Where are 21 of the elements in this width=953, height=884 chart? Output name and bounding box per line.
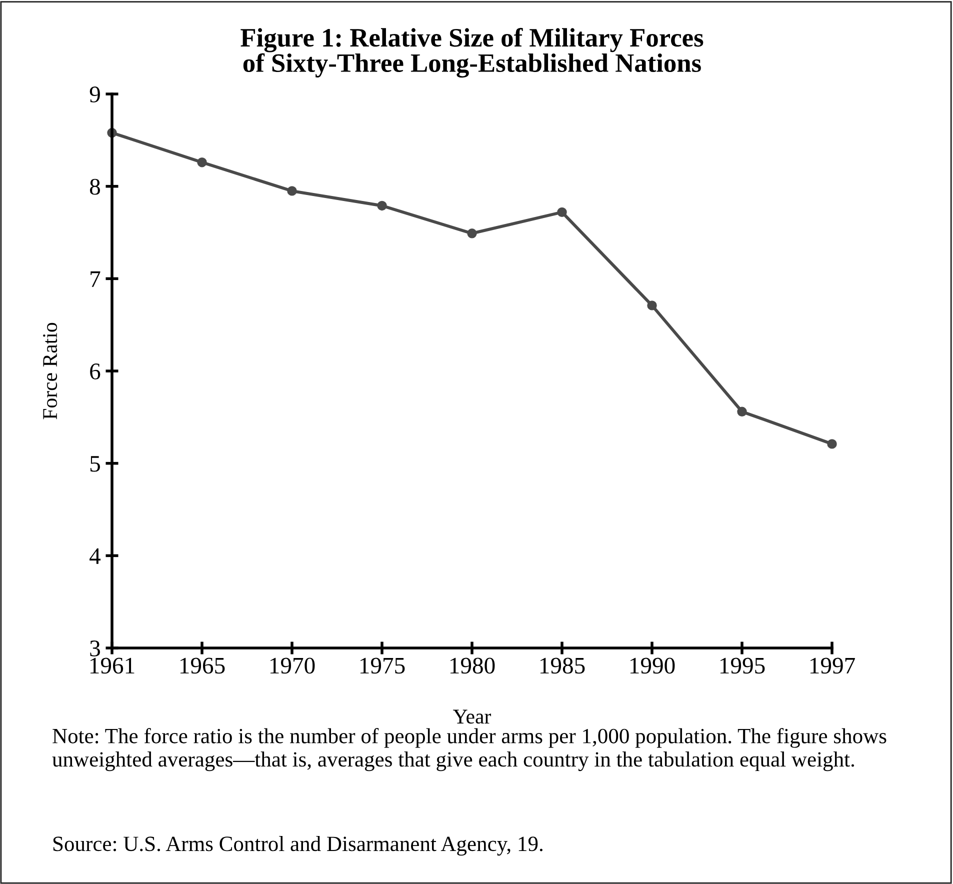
- y-tick-label: 7: [90, 271, 100, 287]
- x-tick-label: 1990: [630, 658, 675, 674]
- x-tick-label: 1980: [450, 658, 495, 674]
- x-tick-label: 1975: [360, 658, 405, 674]
- y-tick-label: 3: [90, 640, 100, 656]
- y-tick-label: 4: [90, 548, 101, 564]
- x-tick-label: 1985: [540, 658, 585, 674]
- y-tick-label: 5: [90, 456, 100, 472]
- x-tick-label: 1961: [90, 658, 134, 674]
- x-tick-label: 1970: [270, 658, 315, 674]
- source-note: Source: U.S. Arms Control and Disarmanent Agency, 19.: [53, 836, 542, 856]
- y-tick-label: 6: [90, 364, 100, 380]
- chart-title: Figure 1: Relative Size of Military Forces of Sixty-Three Long-Established Nations: [240, 28, 704, 78]
- y-axis-title: Force Ratio: [43, 322, 58, 420]
- y-tick-label: 8: [90, 178, 100, 195]
- x-tick-label: 1995: [720, 658, 765, 674]
- y-tick-label: 9: [90, 86, 100, 102]
- text: Note: The force ratio is the number of people under arms per 1,000 population. The figure shows unweighted averages—that is, averages that give each country in the tabulation equal weight.: [52, 728, 886, 772]
- x-axis-title: Year: [453, 710, 492, 724]
- x-tick-label: 1997: [810, 658, 855, 674]
- x-tick-label: 1965: [180, 658, 225, 674]
